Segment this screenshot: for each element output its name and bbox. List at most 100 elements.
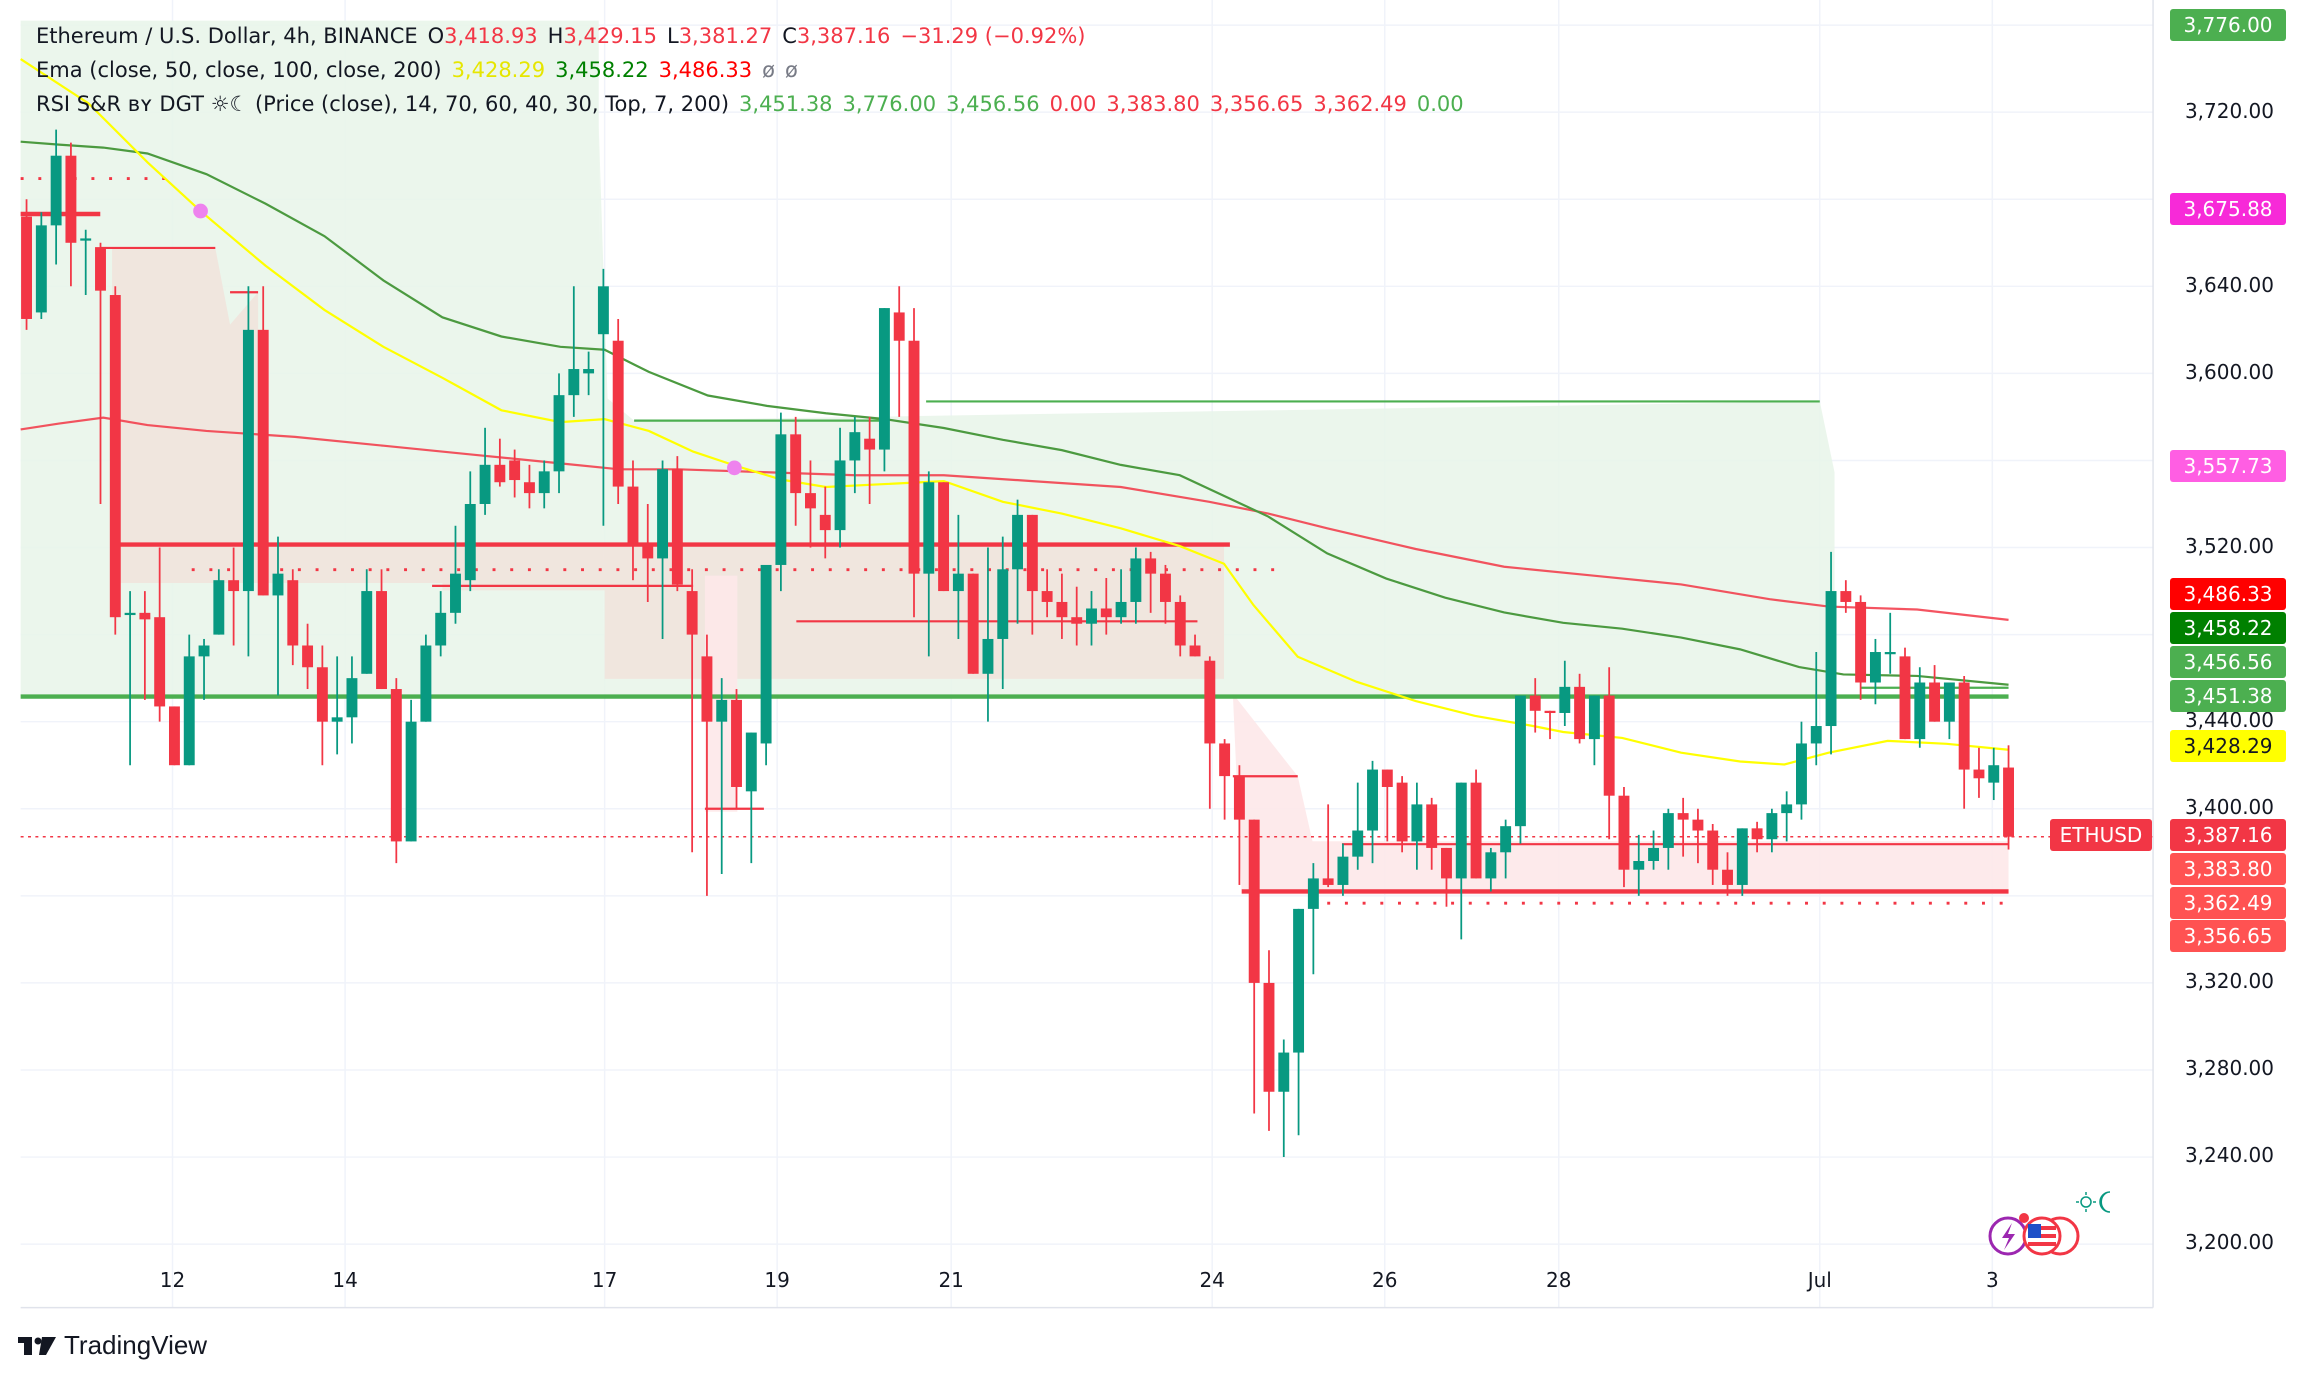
symbol-title: Ethereum / U.S. Dollar, 4h, BINANCE (36, 24, 418, 48)
candle-body (1411, 804, 1423, 842)
candle-body (1810, 726, 1822, 744)
price-tick: 3,320.00 (2184, 969, 2274, 994)
ema-legend[interactable]: Ema (close, 50, close, 100, close, 200) … (36, 58, 798, 82)
price-label: 3,557.73 (2170, 450, 2286, 482)
rsi-value: 0.00 (1049, 92, 1097, 116)
price-label: 3,362.49 (2170, 886, 2286, 919)
candle-body (1869, 652, 1881, 683)
us-flag-event-icon[interactable] (2022, 1216, 2080, 1256)
price-tick: 3,400.00 (2184, 795, 2274, 820)
candle-body (1707, 830, 1719, 870)
open-label: O (427, 24, 445, 48)
candle-body (124, 612, 136, 616)
candle-body (1100, 608, 1112, 618)
rsi-value: 0.00 (1416, 92, 1464, 116)
candle-body (731, 699, 742, 787)
candle-body (257, 329, 269, 596)
ohlc-open: O3,418.93 (428, 24, 538, 48)
candle-body (642, 543, 654, 559)
price-label: 3,451.38 (2170, 680, 2286, 713)
candle-body (938, 482, 950, 592)
candle-body (198, 645, 210, 657)
candle-body (1500, 826, 1512, 853)
candle-body (893, 312, 905, 341)
candle-body (1603, 695, 1615, 796)
candle-body (1145, 558, 1157, 574)
candle-body (1056, 601, 1068, 618)
candle-body (1648, 847, 1660, 862)
candle-body (80, 238, 92, 241)
time-tick: 21 (938, 1268, 964, 1292)
candle-body (1026, 514, 1038, 592)
ema-na-1: ø (762, 58, 775, 82)
candle-body (405, 721, 417, 842)
events-icons[interactable] (1982, 1180, 2122, 1260)
crossover-marker-1 (193, 203, 208, 219)
candle-body (745, 732, 757, 792)
candle-body (1263, 982, 1275, 1092)
price-tick: 3,440.00 (2184, 708, 2274, 733)
candle-body (50, 155, 62, 226)
close-value: 3,387.16 (796, 24, 891, 48)
candle-body (1958, 682, 1970, 770)
candle-body (923, 482, 935, 574)
candle-body (997, 569, 1009, 639)
crossover-marker-2 (727, 460, 742, 476)
candle-body (479, 464, 491, 504)
candle-body (790, 434, 802, 494)
time-tick: 26 (1372, 1268, 1398, 1292)
price-label: 3,387.16 (2170, 818, 2286, 851)
tradingview-logo-icon (18, 1336, 56, 1355)
candle-body (523, 482, 535, 494)
ema-100-value: 3,458.22 (555, 58, 649, 82)
candle-body (982, 638, 994, 674)
candle-body (849, 432, 861, 461)
candle-body (952, 573, 964, 592)
time-tick: 3 (1985, 1268, 1999, 1292)
close-label: C (782, 24, 797, 48)
tradingview-brand[interactable]: TradingView (18, 1330, 207, 1361)
candle-body (1470, 782, 1482, 879)
candle-body (1278, 1052, 1290, 1092)
time-tick: 24 (1199, 1268, 1225, 1292)
candle-body (21, 216, 33, 319)
candle-body (1796, 743, 1807, 805)
candle-body (1884, 652, 1896, 655)
candle-body (390, 689, 402, 842)
candle-body (1973, 769, 1985, 779)
time-tick: 28 (1546, 1268, 1572, 1292)
candle-body (1766, 813, 1778, 840)
price-tick: 3,720.00 (2184, 99, 2274, 124)
candle-body (701, 656, 713, 722)
high-label: H (547, 24, 564, 48)
candle-body (435, 612, 447, 646)
time-tick: 17 (591, 1268, 618, 1292)
rsi-values: 3,451.38 3,776.00 3,456.56 0.00 3,383.80 3,35… (739, 92, 1464, 116)
candle-body (1115, 601, 1127, 618)
price-tick: 3,600.00 (2184, 360, 2274, 385)
price-label: 3,383.80 (2170, 852, 2286, 885)
candle-body (1426, 804, 1438, 848)
candle-body (168, 706, 180, 766)
low-label: L (666, 24, 679, 48)
candle-body (1293, 908, 1305, 1053)
candle-body (228, 580, 240, 592)
candle-body (346, 678, 358, 718)
candle-body (716, 699, 728, 722)
candle-body (95, 247, 106, 291)
rsi-legend[interactable]: RSI S&R ʙʏ DGT ☼☾ (Price (close), 14, 70… (36, 92, 1464, 116)
symbol-legend[interactable]: Ethereum / U.S. Dollar, 4h, BINANCE O3,4… (36, 24, 1085, 48)
candle-body (139, 612, 151, 620)
candle-body (1988, 765, 2000, 783)
candle-body (1943, 682, 1955, 722)
candle-body (1633, 861, 1645, 870)
ema-200-value: 3,486.33 (658, 58, 753, 82)
ema-50-line (20, 58, 2009, 766)
candle-body (213, 580, 225, 635)
candle-body (183, 656, 195, 766)
high-value: 3,429.15 (563, 24, 657, 48)
candle-body (583, 369, 595, 374)
price-label: 3,675.88 (2170, 193, 2286, 226)
candle-body (1219, 743, 1231, 777)
